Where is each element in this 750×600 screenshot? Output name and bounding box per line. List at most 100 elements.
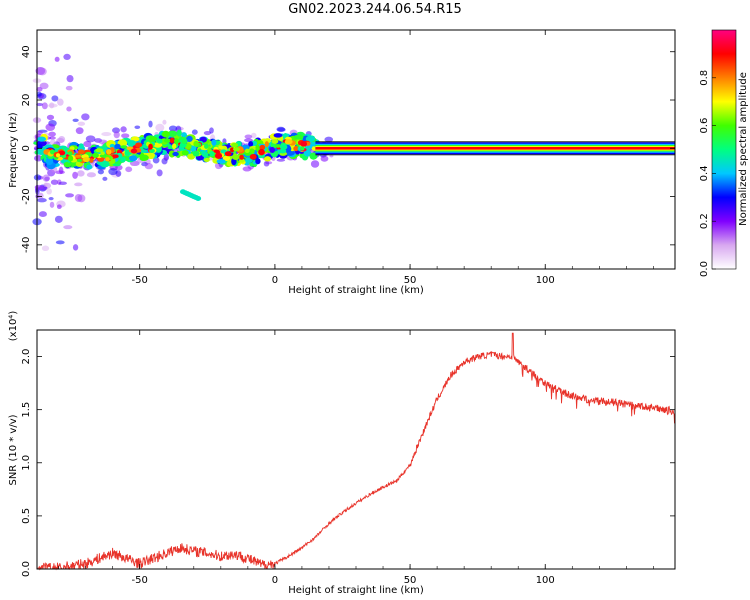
spectrogram-cell	[41, 245, 50, 252]
spectrogram-cell	[63, 225, 73, 230]
snr-y-ticks: 0.0 0.5 1.0 1.5 2.0	[21, 349, 675, 577]
spectrogram-cell	[36, 91, 42, 97]
spectrogram-cell	[48, 103, 58, 108]
spectrogram-cell	[128, 155, 138, 162]
spectrogram-cell	[99, 154, 106, 158]
spectrogram-cell	[55, 153, 61, 158]
spectrogram-cell	[211, 139, 217, 146]
spectrogram-cell	[36, 102, 44, 107]
spectrogram-cell	[216, 159, 226, 164]
spectrogram-cell	[176, 129, 182, 137]
spectrogram-cell	[167, 144, 173, 150]
spectrogram-cell	[190, 144, 197, 152]
spectrogram-cell	[320, 155, 329, 162]
spectrogram-cell	[140, 149, 148, 153]
snr-y-multiplier: (x10⁴)	[8, 311, 19, 342]
colorbar-tick-label: 0.4	[699, 165, 710, 181]
spectrogram-cell	[263, 160, 270, 167]
spectrogram-cell	[67, 151, 73, 156]
y-tick-label: 0	[21, 145, 32, 151]
spectrogram-cell	[149, 148, 155, 153]
snr-y-axis-title: SNR (10 * v/v)	[8, 414, 19, 485]
spectrogram-cell	[54, 215, 63, 223]
spectrogram-cell	[258, 148, 265, 156]
spectrogram-cell	[195, 196, 202, 202]
colorbar-frame	[711, 29, 737, 270]
spectrogram-cell	[101, 132, 112, 137]
spectrogram-cell	[102, 176, 108, 181]
spectrogram-cell	[38, 67, 47, 76]
x-tick-label: -50	[132, 275, 148, 286]
spectrogram-cell	[120, 145, 128, 149]
spectrogram-cell	[92, 152, 99, 158]
spectrogram-cell	[148, 136, 158, 141]
spectrogram-cell	[120, 126, 127, 133]
spectrogram-cell	[192, 150, 200, 157]
spectrogram-cell	[222, 155, 231, 162]
spectrogram-cell	[78, 143, 84, 149]
spectrogram-cell	[305, 135, 316, 143]
spectrogram-cell	[74, 194, 83, 202]
spectrogram-y-ticks: -40 -20 0 20 40	[21, 45, 675, 253]
spectrogram-cell	[148, 120, 153, 128]
spectrogram-cell	[95, 148, 104, 153]
colorbar-tick-label: 0.8	[699, 70, 710, 86]
spectrogram-cell	[58, 150, 66, 156]
x-tick-label: 50	[404, 575, 417, 586]
chart-title: GN02.2023.244.06.54.R15	[288, 2, 462, 17]
spectrogram-cell	[162, 119, 167, 125]
spectrogram-cell	[220, 149, 227, 154]
snr-line-path	[36, 332, 676, 571]
spectrogram-cell	[139, 154, 149, 161]
spectrogram-cell	[156, 138, 163, 144]
spectrogram-cell	[108, 168, 118, 176]
spectrogram-cell	[284, 139, 293, 145]
spectrogram-cell	[41, 102, 48, 110]
spectrogram-cell	[43, 182, 48, 188]
spectrogram-scatter	[32, 53, 337, 252]
x-tick-label: 0	[272, 575, 278, 586]
spectrogram-cell	[100, 151, 105, 155]
spectrogram-cell	[274, 144, 282, 148]
snr-x-ticks: -50 0 50 100	[58, 330, 654, 586]
spectrogram-cell	[130, 136, 140, 142]
spectrogram-cell	[231, 154, 240, 160]
snr-series-line	[36, 332, 676, 571]
spectrogram-cell	[81, 113, 90, 121]
spectrogram-cell	[135, 142, 143, 148]
spectrogram-cell	[144, 162, 153, 170]
spectrogram-cell	[57, 98, 64, 106]
spectrogram-cell	[244, 158, 253, 163]
spectrogram-cell	[168, 150, 176, 158]
spectrogram-cell	[49, 201, 55, 208]
spectrogram-cell	[264, 141, 269, 148]
spectrogram-cell	[185, 135, 193, 142]
spectrogram-cell	[48, 131, 56, 137]
spectrogram-cell	[49, 149, 56, 155]
spectrogram-cell	[218, 145, 224, 150]
spectrogram-cell	[42, 174, 50, 182]
spectrogram-cell	[63, 53, 71, 61]
spectrogram-cell	[74, 154, 82, 158]
y-tick-label: 40	[21, 45, 32, 58]
spectrogram-cell	[193, 140, 199, 147]
spectrogram-cell	[54, 56, 60, 62]
spectrogram-cell	[125, 166, 133, 173]
spectrogram-cell	[279, 143, 288, 150]
colorbar-tick-label: 0.2	[699, 213, 710, 229]
spectrogram-cell	[172, 151, 179, 157]
spectrogram-cell	[36, 87, 43, 92]
spectrogram-cell	[82, 156, 90, 163]
colorbar-tick-label: 0.0	[699, 261, 710, 277]
spectrogram-cell	[239, 154, 244, 160]
spectrogram-cell	[85, 135, 96, 143]
spectrogram-cell	[37, 197, 47, 203]
spectrogram-cell	[65, 85, 73, 91]
spectrogram-cell	[153, 142, 163, 148]
spectrogram-cell	[174, 137, 179, 145]
spectrogram-cell	[148, 143, 153, 150]
spectrogram-cell	[33, 174, 42, 181]
spectrogram-cell	[72, 118, 79, 122]
spectrogram-cell	[50, 179, 59, 185]
